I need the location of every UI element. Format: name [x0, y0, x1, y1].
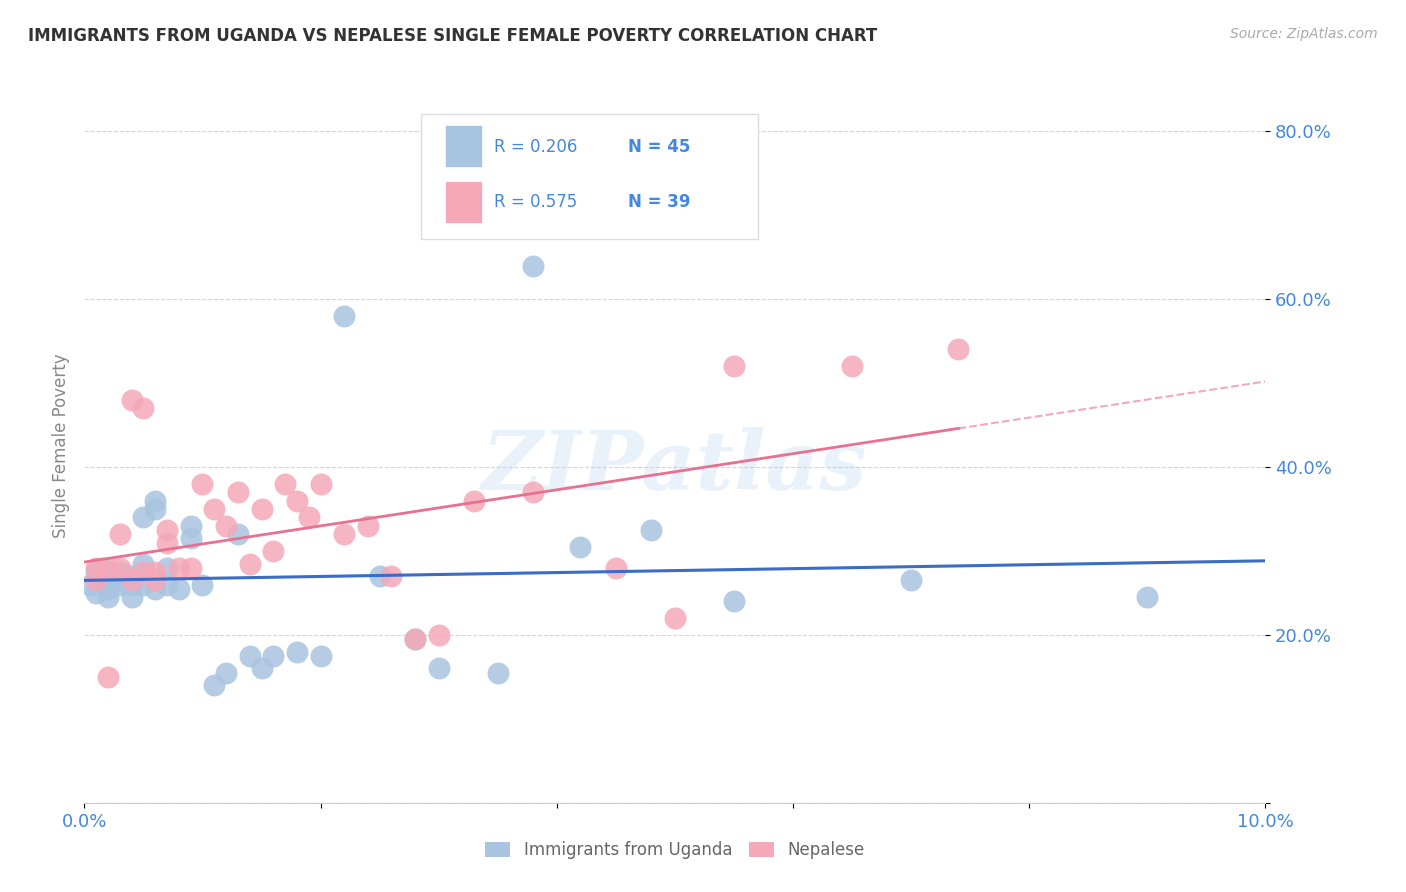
Point: [97, 670, 120, 684]
Point: [900, 574, 922, 588]
Point: [97, 582, 120, 596]
Point: [250, 661, 273, 675]
Point: [333, 309, 356, 323]
Point: [143, 582, 166, 596]
Point: [143, 565, 166, 579]
Point: [180, 532, 202, 546]
Point: [191, 577, 214, 591]
Point: [167, 582, 190, 596]
Point: [84, 560, 107, 574]
Point: [522, 485, 544, 500]
Point: [132, 510, 155, 524]
Point: [226, 527, 249, 541]
Point: [333, 527, 356, 541]
Point: [368, 569, 391, 583]
Point: [156, 523, 179, 537]
Point: [285, 493, 308, 508]
Point: [404, 632, 426, 646]
Text: IMMIGRANTS FROM UGANDA VS NEPALESE SINGLE FEMALE POVERTY CORRELATION CHART: IMMIGRANTS FROM UGANDA VS NEPALESE SINGL…: [28, 27, 877, 45]
Point: [143, 574, 166, 588]
Point: [841, 359, 863, 374]
Point: [121, 574, 143, 588]
Y-axis label: Single Female Poverty: Single Female Poverty: [52, 354, 70, 538]
Point: [215, 518, 238, 533]
Point: [723, 594, 745, 608]
Point: [132, 577, 155, 591]
Point: [143, 502, 166, 516]
Point: [97, 590, 120, 604]
Point: [79, 577, 101, 591]
Point: [132, 565, 155, 579]
Point: [427, 661, 450, 675]
Point: [180, 518, 202, 533]
Point: [239, 648, 262, 663]
Point: [202, 502, 225, 516]
Point: [274, 476, 297, 491]
Point: [404, 632, 426, 646]
Point: [84, 565, 107, 579]
Point: [262, 544, 284, 558]
Point: [226, 485, 249, 500]
Point: [357, 518, 380, 533]
Text: ZIPatlas: ZIPatlas: [482, 427, 868, 508]
Point: [108, 574, 131, 588]
Point: [309, 648, 332, 663]
Point: [108, 527, 131, 541]
Point: [180, 560, 202, 574]
Point: [132, 401, 155, 416]
Point: [156, 560, 179, 574]
Text: N = 39: N = 39: [627, 193, 690, 211]
Point: [108, 569, 131, 583]
Text: R = 0.575: R = 0.575: [494, 193, 578, 211]
Point: [121, 392, 143, 407]
Point: [156, 577, 179, 591]
FancyBboxPatch shape: [420, 114, 758, 239]
Point: [522, 259, 544, 273]
Point: [309, 476, 332, 491]
Point: [143, 493, 166, 508]
Point: [380, 569, 402, 583]
Point: [167, 560, 190, 574]
Point: [84, 586, 107, 600]
Point: [132, 557, 155, 571]
Point: [108, 577, 131, 591]
Text: Source: ZipAtlas.com: Source: ZipAtlas.com: [1230, 27, 1378, 41]
FancyBboxPatch shape: [444, 125, 482, 168]
Point: [97, 560, 120, 574]
Point: [640, 523, 662, 537]
Point: [108, 565, 131, 579]
Point: [1136, 590, 1159, 604]
Point: [486, 665, 509, 680]
Point: [121, 577, 143, 591]
Point: [84, 574, 107, 588]
Point: [427, 628, 450, 642]
Point: [91, 560, 114, 574]
Point: [664, 611, 686, 625]
Point: [285, 645, 308, 659]
Point: [121, 569, 143, 583]
Legend: Immigrants from Uganda, Nepalese: Immigrants from Uganda, Nepalese: [478, 835, 872, 866]
Point: [97, 569, 120, 583]
Point: [191, 476, 214, 491]
Point: [121, 590, 143, 604]
Point: [569, 540, 592, 554]
Point: [605, 560, 627, 574]
Point: [298, 510, 321, 524]
Point: [156, 535, 179, 549]
Text: N = 45: N = 45: [627, 137, 690, 155]
Point: [723, 359, 745, 374]
FancyBboxPatch shape: [444, 180, 482, 223]
Point: [250, 502, 273, 516]
Point: [948, 343, 970, 357]
Point: [239, 557, 262, 571]
Point: [202, 678, 225, 692]
Point: [108, 560, 131, 574]
Point: [262, 648, 284, 663]
Point: [215, 665, 238, 680]
Point: [463, 493, 485, 508]
Text: R = 0.206: R = 0.206: [494, 137, 578, 155]
